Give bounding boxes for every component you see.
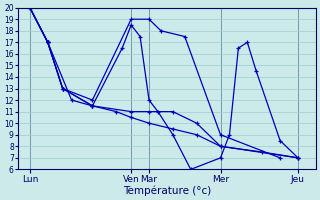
X-axis label: Température (°c): Température (°c) — [123, 185, 211, 196]
